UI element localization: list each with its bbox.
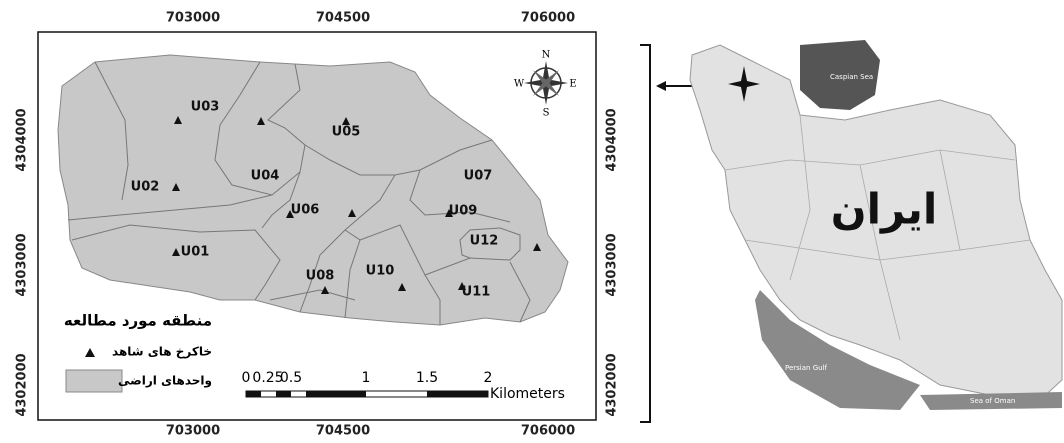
scale-label: 0.5: [280, 370, 302, 386]
arrow-head: [656, 81, 666, 91]
scale-label: 1.5: [416, 370, 438, 386]
oman-label: Sea of Oman: [970, 397, 1015, 405]
compass-e: E: [569, 79, 576, 90]
scale-label: 1: [362, 370, 371, 386]
unit-label: U09: [449, 204, 478, 219]
iran-title: ایران: [831, 185, 938, 235]
figure: N S E W منطقه مورد مطالعه خاکرخ های شاهد…: [0, 0, 1064, 439]
scale-label: 2: [484, 370, 493, 386]
scale-unit: Kilometers: [490, 386, 565, 402]
unit-label: U10: [366, 264, 395, 279]
unit-label: U03: [191, 100, 220, 115]
bracket: [640, 45, 650, 422]
unit-label: U05: [332, 125, 361, 140]
left-axis-label: 4302000: [15, 353, 30, 416]
top-axis-label: 703000: [166, 11, 220, 26]
legend-area-symbol: [66, 370, 122, 392]
legend-title: منطقه مورد مطالعه: [64, 312, 212, 330]
scale-bar: [246, 391, 488, 397]
unit-label: U12: [470, 234, 499, 249]
bottom-axis-label: 706000: [521, 424, 575, 439]
top-axis-label: 706000: [521, 11, 575, 26]
unit-label: U02: [131, 180, 160, 195]
compass-n: N: [542, 50, 551, 61]
right-axis-label: 4304000: [605, 108, 620, 171]
left-axis-label: 4304000: [15, 108, 30, 171]
unit-label: U01: [181, 245, 210, 260]
unit-label: U11: [462, 285, 491, 300]
bottom-axis-label: 703000: [166, 424, 220, 439]
unit-label: U04: [251, 169, 280, 184]
left-axis-label: 4303000: [15, 233, 30, 296]
unit-label: U06: [291, 203, 320, 218]
gulf-label: Persian Gulf: [785, 364, 828, 372]
compass-s: S: [543, 108, 550, 119]
caspian-label: Caspian Sea: [830, 73, 873, 81]
legend-points: خاکرخ های شاهد: [112, 345, 212, 359]
top-axis-label: 704500: [316, 11, 370, 26]
bottom-axis-label: 704500: [316, 424, 370, 439]
right-axis-label: 4302000: [605, 353, 620, 416]
right-axis-label: 4303000: [605, 233, 620, 296]
unit-label: U08: [306, 269, 335, 284]
unit-label: U07: [464, 169, 493, 184]
legend-areas: واحدهای اراضی: [118, 374, 212, 389]
compass-w: W: [514, 79, 525, 90]
scale-label: 0: [242, 370, 251, 386]
